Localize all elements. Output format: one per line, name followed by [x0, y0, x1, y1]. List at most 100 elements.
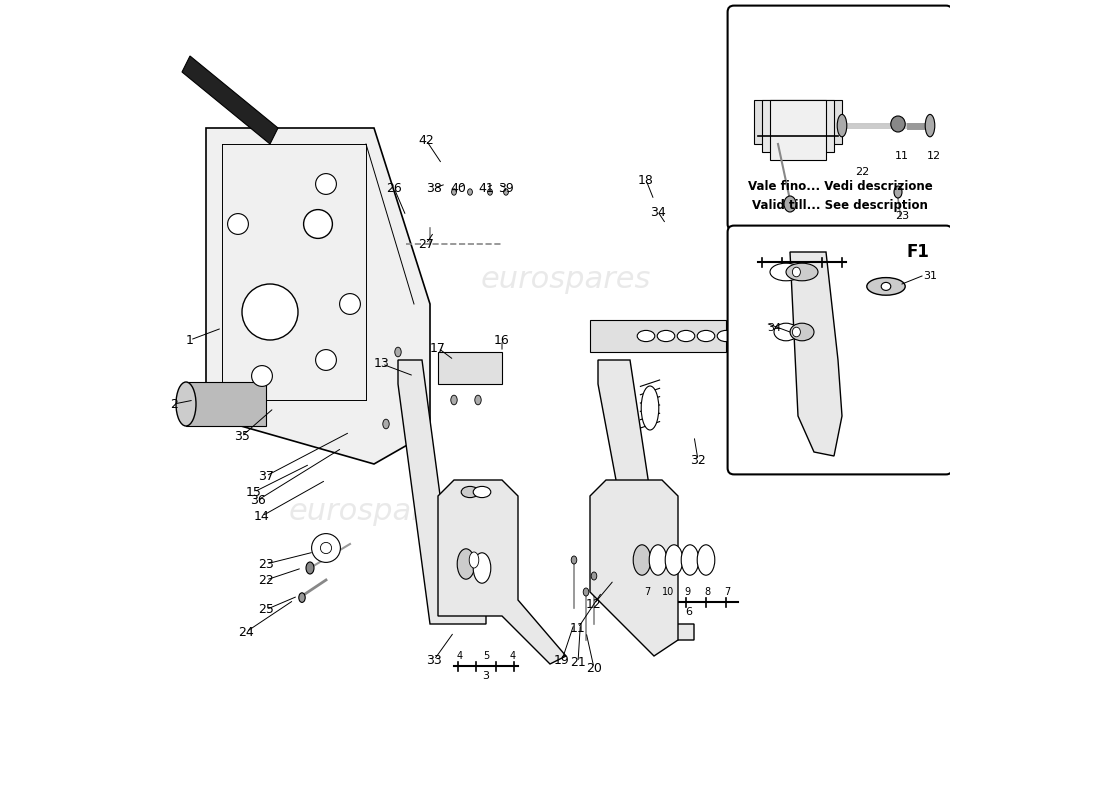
Text: 28: 28	[795, 251, 808, 261]
Text: 10: 10	[661, 587, 673, 597]
Text: Vale fino... Vedi descrizione
Valid till... See description: Vale fino... Vedi descrizione Valid till…	[748, 181, 933, 211]
Circle shape	[304, 210, 332, 238]
Ellipse shape	[790, 323, 814, 341]
Ellipse shape	[666, 545, 683, 575]
Text: 4: 4	[509, 651, 516, 661]
Text: 3: 3	[483, 671, 490, 681]
Ellipse shape	[451, 395, 458, 405]
Text: 21: 21	[570, 656, 586, 669]
Text: 16: 16	[494, 334, 510, 346]
Text: 12: 12	[586, 598, 602, 610]
Text: F1: F1	[906, 243, 930, 261]
Text: 11: 11	[570, 622, 586, 634]
Text: 9: 9	[684, 587, 691, 597]
Polygon shape	[398, 360, 486, 624]
Text: 40: 40	[450, 182, 466, 194]
Text: 38: 38	[426, 182, 442, 194]
Circle shape	[340, 294, 361, 314]
Text: 11: 11	[895, 151, 909, 161]
Text: 35: 35	[234, 430, 250, 442]
Ellipse shape	[468, 189, 472, 195]
Text: 15: 15	[246, 486, 262, 498]
Text: 13: 13	[374, 358, 389, 370]
Ellipse shape	[784, 196, 796, 212]
Ellipse shape	[894, 186, 902, 198]
Text: 33: 33	[426, 654, 442, 666]
Ellipse shape	[867, 278, 905, 295]
Bar	[186, 382, 266, 426]
Ellipse shape	[786, 263, 818, 281]
FancyBboxPatch shape	[727, 226, 953, 474]
Text: 10: 10	[781, 125, 794, 134]
Ellipse shape	[837, 114, 847, 137]
Text: 34: 34	[650, 206, 666, 218]
Text: 18: 18	[638, 174, 653, 186]
Ellipse shape	[678, 330, 695, 342]
Ellipse shape	[925, 114, 935, 137]
Text: 29: 29	[758, 247, 771, 257]
Ellipse shape	[681, 545, 698, 575]
Text: 23: 23	[895, 211, 909, 221]
Text: 32: 32	[690, 454, 706, 466]
Ellipse shape	[452, 189, 456, 195]
Text: 14: 14	[254, 510, 270, 522]
Ellipse shape	[657, 330, 674, 342]
Ellipse shape	[461, 486, 478, 498]
Ellipse shape	[634, 545, 651, 575]
Ellipse shape	[299, 593, 305, 602]
Polygon shape	[438, 480, 566, 664]
Bar	[770, 100, 826, 160]
Text: 4: 4	[456, 651, 463, 661]
Text: 8: 8	[825, 125, 830, 134]
Ellipse shape	[891, 116, 905, 132]
Text: 9: 9	[804, 125, 811, 134]
Circle shape	[316, 174, 337, 194]
Circle shape	[228, 214, 249, 234]
Text: 26: 26	[386, 182, 402, 194]
Text: 30: 30	[796, 246, 808, 255]
Text: 41: 41	[478, 182, 494, 194]
Circle shape	[311, 534, 340, 562]
Circle shape	[316, 350, 337, 370]
Polygon shape	[182, 56, 278, 144]
Ellipse shape	[792, 267, 801, 277]
Text: 1: 1	[186, 334, 194, 346]
Ellipse shape	[487, 189, 493, 195]
Ellipse shape	[176, 382, 196, 426]
Text: 27: 27	[418, 238, 433, 250]
Text: 17: 17	[430, 342, 446, 354]
Bar	[754, 100, 842, 144]
Ellipse shape	[717, 330, 735, 342]
Text: 19: 19	[554, 654, 570, 666]
Text: 36: 36	[250, 494, 266, 506]
Ellipse shape	[649, 545, 667, 575]
Ellipse shape	[383, 419, 389, 429]
Text: 7: 7	[759, 125, 766, 134]
Text: 22: 22	[855, 167, 869, 177]
Circle shape	[252, 366, 273, 386]
Ellipse shape	[697, 330, 715, 342]
Text: 39: 39	[498, 182, 514, 194]
Ellipse shape	[881, 282, 891, 290]
Ellipse shape	[475, 395, 481, 405]
Ellipse shape	[583, 588, 588, 596]
FancyBboxPatch shape	[727, 6, 953, 230]
Text: 20: 20	[586, 662, 602, 674]
Text: 5: 5	[483, 651, 490, 661]
Polygon shape	[598, 360, 694, 640]
Polygon shape	[590, 320, 726, 352]
Ellipse shape	[473, 486, 491, 498]
Text: 7: 7	[645, 587, 651, 597]
Text: 24: 24	[238, 626, 254, 638]
Text: 7: 7	[725, 587, 730, 597]
Ellipse shape	[774, 323, 798, 341]
Ellipse shape	[571, 556, 576, 564]
Ellipse shape	[637, 330, 654, 342]
Ellipse shape	[792, 327, 801, 337]
Circle shape	[242, 284, 298, 340]
Text: 12: 12	[927, 151, 942, 161]
Ellipse shape	[395, 347, 402, 357]
Polygon shape	[206, 128, 430, 464]
Text: 22: 22	[258, 574, 274, 586]
Text: 42: 42	[418, 134, 433, 146]
